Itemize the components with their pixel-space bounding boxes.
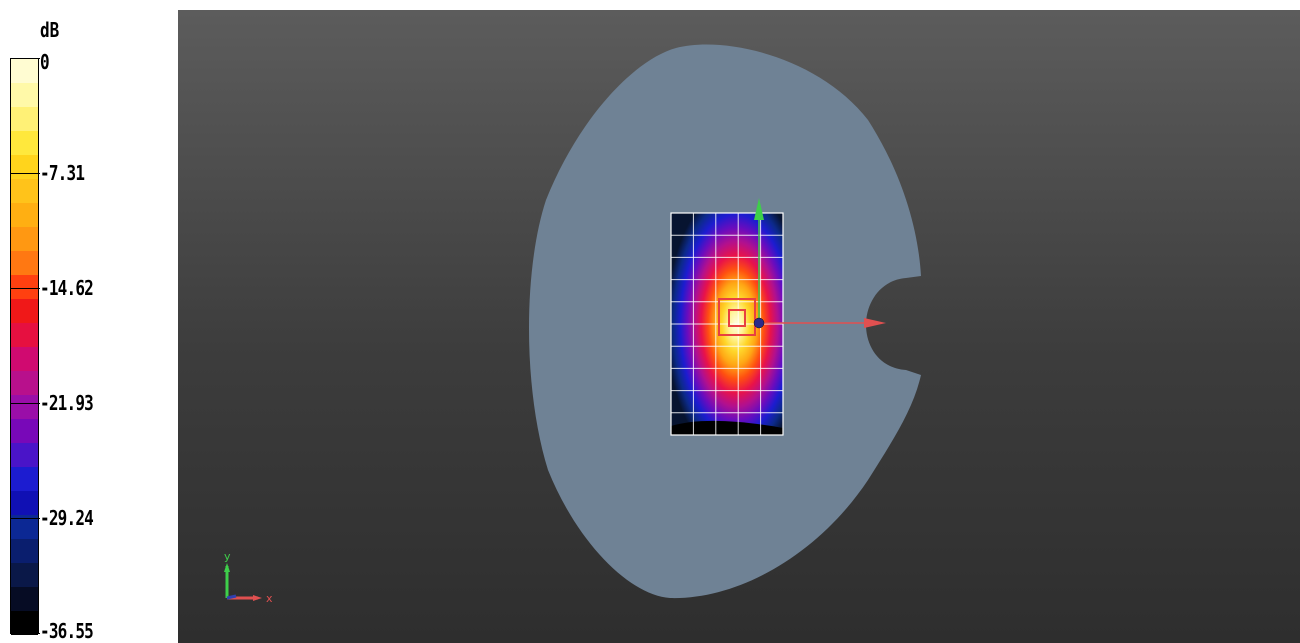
colorbar-step [11, 299, 38, 323]
color-legend: dB 0 -7.31 -14.62 -21.93 -29.24 -36.55 [0, 0, 178, 643]
orientation-triad: y x [224, 550, 273, 605]
colorbar-step [11, 443, 38, 467]
legend-tick-label: -29.24 [40, 506, 94, 530]
colorbar-step [11, 419, 38, 443]
colorbar [10, 58, 39, 635]
legend-tick-mark [10, 518, 40, 519]
colorbar-step [11, 611, 38, 635]
legend-tick-mark [10, 633, 40, 634]
colorbar-step [11, 227, 38, 251]
colorbar-step [11, 323, 38, 347]
triad-x-label: x [266, 592, 273, 605]
y-axis-arrowhead [754, 198, 764, 220]
triad-z-axis [226, 594, 237, 600]
triad-y-arrowhead [224, 563, 230, 572]
legend-tick-label: -36.55 [40, 619, 94, 643]
peak-marker-outer [718, 298, 756, 336]
colorbar-step [11, 107, 38, 131]
legend-tick-mark [10, 58, 40, 59]
colorbar-step [11, 515, 38, 539]
legend-unit-label: dB [40, 18, 60, 42]
colorbar-step [11, 131, 38, 155]
origin-point [753, 317, 765, 329]
colorbar-step [11, 491, 38, 515]
colorbar-step [11, 179, 38, 203]
colorbar-step [11, 275, 38, 299]
scene-svg: y x [224, 44, 921, 605]
colorbar-step [11, 59, 38, 83]
legend-tick-label: -21.93 [40, 391, 94, 415]
legend-tick-mark [10, 173, 40, 174]
legend-tick-mark [10, 403, 40, 404]
3d-viewport[interactable]: y x [178, 10, 1300, 643]
legend-tick-label: -14.62 [40, 276, 94, 300]
colorbar-step [11, 563, 38, 587]
triad-y-label: y [224, 550, 231, 563]
x-axis-arrowhead [864, 318, 886, 328]
colorbar-step [11, 83, 38, 107]
colorbar-step [11, 251, 38, 275]
colorbar-step [11, 539, 38, 563]
colorbar-step [11, 395, 38, 419]
legend-tick-label: -7.31 [40, 161, 85, 185]
colorbar-step [11, 587, 38, 611]
colorbar-step [11, 347, 38, 371]
legend-tick-label: 0 [40, 50, 50, 74]
triad-x-arrowhead [253, 595, 262, 601]
peak-marker-inner [728, 309, 746, 327]
colorbar-step [11, 203, 38, 227]
colorbar-step [11, 467, 38, 491]
colorbar-step [11, 155, 38, 179]
field-map-border [670, 212, 784, 436]
colorbar-step [11, 371, 38, 395]
field-map-dark-bottom [671, 420, 783, 435]
legend-tick-mark [10, 288, 40, 289]
